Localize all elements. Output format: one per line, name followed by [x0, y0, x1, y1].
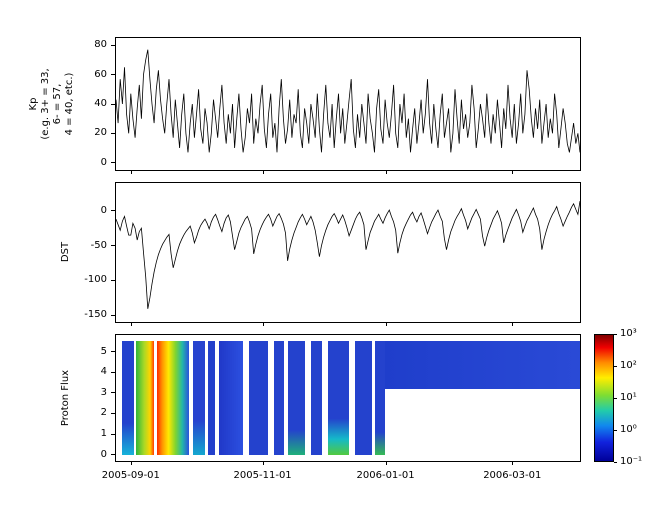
- y-tick-label: -100: [84, 274, 107, 286]
- x-tick-label: 2006-01-01: [356, 470, 415, 481]
- colorbar-tick-label: 10³: [620, 328, 637, 339]
- dst-panel: [115, 182, 581, 323]
- colorbar-tick-label: 10⁻¹: [620, 456, 643, 467]
- y-tick-mark: [111, 371, 115, 373]
- y-tick-label: 60: [94, 68, 107, 80]
- dst-line-series: [116, 201, 580, 309]
- kp-panel: [115, 37, 581, 171]
- heatmap-band: [311, 341, 322, 455]
- heatmap-band: [273, 341, 284, 455]
- colorbar-tick-mark: [614, 365, 617, 367]
- y-tick-mark: [111, 210, 115, 212]
- y-tick-mark: [111, 44, 115, 46]
- kp-axis-label-line: Kp: [28, 97, 39, 111]
- heatmap-band: [208, 341, 216, 455]
- kp-line-series: [116, 49, 580, 153]
- y-tick-mark: [111, 132, 115, 134]
- colorbar-tick-label: 10¹: [620, 392, 637, 403]
- y-tick-label: 40: [94, 98, 107, 109]
- y-tick-mark: [111, 279, 115, 281]
- x-tick-mark: [130, 462, 132, 465]
- y-tick-label: 80: [94, 39, 107, 51]
- x-tick-mark: [385, 323, 387, 326]
- y-tick-label: 2: [100, 407, 107, 419]
- colorbar-tick-label: 10⁰: [620, 424, 637, 435]
- heatmap-band: [354, 341, 373, 455]
- heatmap-band: [193, 341, 206, 455]
- heatmap-band: [219, 341, 244, 455]
- y-tick-mark: [111, 314, 115, 316]
- heatmap-band: [385, 341, 580, 389]
- y-tick-label: -50: [90, 239, 107, 251]
- colorbar: [594, 334, 614, 462]
- y-tick-label: 3: [100, 386, 107, 398]
- y-tick-label: 1: [100, 428, 107, 440]
- y-tick-mark: [111, 245, 115, 247]
- y-tick-mark: [111, 74, 115, 76]
- y-tick-label: 0: [100, 204, 107, 216]
- y-tick-label: -150: [84, 309, 107, 321]
- x-tick-label: 2005-09-01: [101, 470, 160, 481]
- heatmap-band: [135, 341, 155, 455]
- kp-axis-label-line: 6- = 57,: [52, 83, 63, 125]
- x-tick-mark: [130, 171, 132, 174]
- y-tick-mark: [111, 392, 115, 394]
- y-tick-mark: [111, 103, 115, 105]
- y-tick-label: 5: [100, 345, 107, 357]
- x-tick-mark: [512, 462, 514, 465]
- y-tick-label: 0: [100, 156, 107, 168]
- y-tick-mark: [111, 454, 115, 456]
- heatmap-band: [287, 341, 305, 455]
- colorbar-tick-mark: [614, 333, 617, 335]
- kp-axis-label-line: (e.g. 3+ = 33,: [40, 68, 51, 140]
- x-tick-mark: [512, 171, 514, 174]
- y-tick-mark: [111, 162, 115, 164]
- y-tick-mark: [111, 412, 115, 414]
- x-tick-mark: [130, 323, 132, 326]
- colorbar-tick-mark: [614, 461, 617, 463]
- x-tick-mark: [512, 323, 514, 326]
- heatmap-band: [248, 341, 268, 455]
- heatmap-band: [374, 341, 386, 455]
- y-tick-label: 0: [100, 448, 107, 460]
- y-tick-mark: [111, 351, 115, 353]
- x-tick-mark: [262, 323, 264, 326]
- colorbar-tick-label: 10²: [620, 360, 637, 371]
- x-tick-mark: [385, 171, 387, 174]
- y-tick-mark: [111, 433, 115, 435]
- heatmap-band: [157, 341, 190, 455]
- colorbar-tick-mark: [614, 397, 617, 399]
- y-tick-label: 20: [94, 127, 107, 139]
- colorbar-tick-mark: [614, 429, 617, 431]
- y-tick-label: 4: [100, 366, 107, 378]
- x-tick-label: 2006-03-01: [483, 470, 542, 481]
- x-tick-label: 2005-11-01: [233, 470, 292, 481]
- x-tick-mark: [262, 462, 264, 465]
- x-tick-mark: [262, 171, 264, 174]
- x-tick-mark: [385, 462, 387, 465]
- heatmap-band: [328, 341, 350, 455]
- proton-flux-panel: [115, 334, 581, 462]
- heatmap-band: [122, 341, 134, 455]
